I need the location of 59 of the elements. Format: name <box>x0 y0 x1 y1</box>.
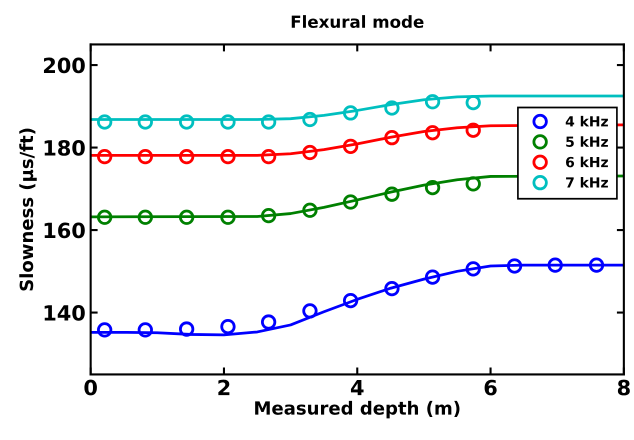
point <box>97 322 112 338</box>
point <box>384 130 400 146</box>
point <box>424 180 440 196</box>
point <box>260 208 276 224</box>
y-tick-label: 180 <box>44 140 85 156</box>
y-axis-title: Slowness (µs/ft) <box>19 128 37 291</box>
point <box>424 125 440 140</box>
point <box>138 322 153 338</box>
point <box>466 176 481 192</box>
point <box>506 258 522 274</box>
point <box>178 321 194 337</box>
point <box>466 94 481 110</box>
point <box>384 281 400 296</box>
point <box>424 269 440 285</box>
y-tick-label: 200 <box>44 58 85 74</box>
x-axis-title: Measured depth (m) <box>255 400 460 418</box>
point <box>424 94 440 110</box>
point <box>384 186 400 202</box>
point <box>178 149 194 164</box>
point <box>302 144 318 160</box>
legend-label: 5 kHz <box>566 136 608 147</box>
x-tick-label: 6 <box>484 380 497 396</box>
point <box>260 149 276 164</box>
legend-label: 4 kHz <box>566 116 608 126</box>
y-tick-label: 160 <box>44 222 85 238</box>
legend-label: 6 kHz <box>566 156 608 168</box>
x-tick-label: 2 <box>218 380 230 396</box>
point <box>138 149 153 164</box>
x-tick-label: 8 <box>618 380 630 396</box>
point <box>466 261 481 276</box>
point <box>466 122 481 138</box>
point <box>97 149 112 164</box>
point <box>220 114 236 130</box>
point <box>260 314 276 330</box>
point <box>178 210 194 225</box>
legend-label: 7 kHz <box>566 176 608 188</box>
point <box>548 257 563 273</box>
point <box>178 114 194 130</box>
point <box>97 114 112 130</box>
point <box>588 257 604 273</box>
point <box>302 112 318 128</box>
point <box>302 202 318 218</box>
x-tick-label: 4 <box>350 380 364 396</box>
point <box>97 210 112 225</box>
point <box>342 138 358 154</box>
point <box>220 149 236 164</box>
point <box>302 303 318 319</box>
y-tick-label: 140 <box>44 305 85 321</box>
x-tick-label: 0 <box>84 380 97 396</box>
point <box>342 292 358 308</box>
chart-title: Flexural mode <box>292 15 424 28</box>
point <box>342 105 358 121</box>
point <box>342 194 358 210</box>
point <box>138 210 153 225</box>
point <box>220 210 236 225</box>
point <box>260 114 276 130</box>
point <box>138 114 153 130</box>
point <box>220 318 236 334</box>
point <box>384 100 400 116</box>
